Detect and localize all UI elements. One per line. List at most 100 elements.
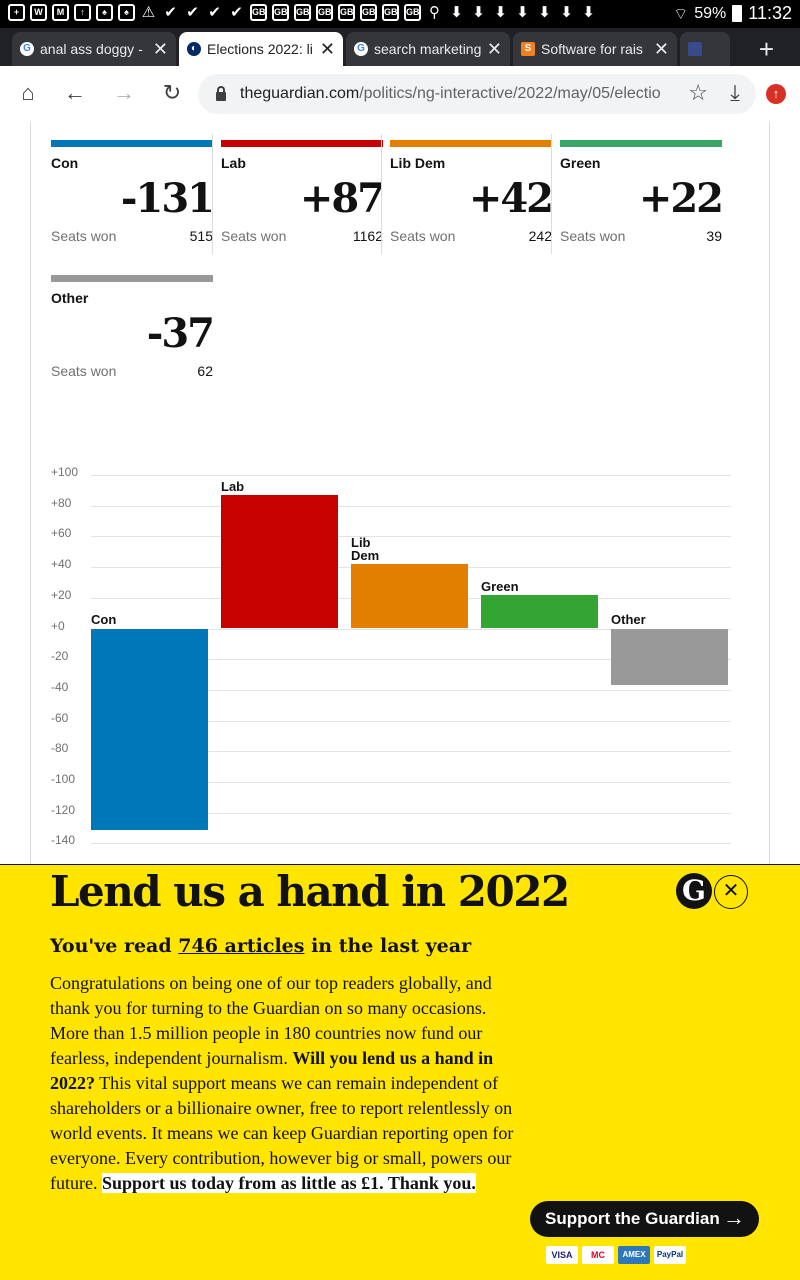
support-guardian-button[interactable]: Support the Guardian → xyxy=(530,1201,759,1237)
party-card-green: Green +22 Seats won 39 xyxy=(560,140,724,272)
body-bold: Will you lend us a hand in 2022? xyxy=(50,1048,494,1093)
y-tick-label: -40 xyxy=(51,679,69,694)
notification-icon: ♠ xyxy=(118,4,135,21)
body-text-1: Congratulations on being one of our top … xyxy=(50,973,492,1068)
seats-value: 515 xyxy=(189,228,213,244)
party-color-bar xyxy=(390,140,552,147)
battery-icon xyxy=(732,5,743,22)
seats-value: 1162 xyxy=(352,228,383,244)
url-domain: theguardian.com xyxy=(240,85,360,102)
bookmark-star-icon[interactable]: ☆ xyxy=(688,80,708,105)
update-icon[interactable]: ↑ xyxy=(766,84,786,104)
y-tick-label: -140 xyxy=(51,833,76,848)
notification-icons: + W M ↑ ♠ ♠ ⚠ ✔ ✔ ✔ ✔ GB GB GB GB GB GB GB GB ⚲ ⬇ ⬇ ⬇ ⬇ ⬇ ⬇ ⬇ xyxy=(8,4,597,21)
browser-tab-strip: G anal ass doggy - ✕ ◐ Elections 2022: l… xyxy=(0,28,800,66)
close-banner-icon[interactable]: ✕ xyxy=(714,875,748,909)
card-divider xyxy=(212,134,213,254)
y-tick-label: +100 xyxy=(51,465,79,479)
notification-icon: GB xyxy=(360,4,377,21)
party-name: Lab xyxy=(221,155,246,171)
home-icon[interactable]: ⌂ xyxy=(21,80,35,105)
page-content: Con -131 Seats won 515 Lab +87 Seats won 1162 Li… xyxy=(30,122,770,864)
visa-logo-icon: VISA xyxy=(546,1246,578,1264)
tab-3[interactable]: G search marketing ✕ xyxy=(346,32,510,66)
y-tick-label: +80 xyxy=(51,495,72,510)
y-tick-label: -100 xyxy=(51,772,76,786)
y-tick-label: +0 xyxy=(51,618,65,633)
forward-icon[interactable]: → xyxy=(113,80,135,105)
seats-value: 62 xyxy=(197,363,213,379)
notification-icon: ✔ xyxy=(230,4,243,21)
y-tick-label: +40 xyxy=(51,557,72,572)
tab-title: Elections 2022: li xyxy=(207,41,313,57)
seats-label: Seats won xyxy=(560,228,626,244)
close-tab-icon[interactable]: ✕ xyxy=(486,38,502,59)
payment-logos: VISA MC AMEX PayPal xyxy=(546,1246,686,1264)
back-icon[interactable]: ← xyxy=(64,80,86,105)
notification-icon: GB xyxy=(272,4,289,21)
party-color-bar xyxy=(51,275,213,282)
notification-icon: ✔ xyxy=(186,4,199,21)
download-icon[interactable]: ⤓ xyxy=(730,80,740,105)
y-tick-label: -80 xyxy=(51,741,69,756)
seats-label: Seats won xyxy=(51,363,117,379)
article-count-link[interactable]: 746 articles xyxy=(178,935,305,957)
notification-icon: GB xyxy=(250,4,267,21)
bar-label: Lib Dem xyxy=(351,535,380,564)
bar-label: Con xyxy=(91,611,117,627)
seat-change: +42 xyxy=(468,175,554,222)
tab-5[interactable] xyxy=(680,32,730,66)
guardian-logo-icon: G xyxy=(676,873,712,909)
seat-change: +87 xyxy=(299,175,385,222)
y-tick-label: -20 xyxy=(51,649,69,664)
status-right: ⌔ 59% 11:32 xyxy=(673,3,792,24)
party-color-bar xyxy=(221,140,383,147)
tab-title: search marketing xyxy=(374,41,481,57)
grid-line xyxy=(91,536,731,538)
lock-icon xyxy=(216,85,226,101)
wifi-icon: ⌔ xyxy=(673,5,689,23)
bar-other xyxy=(611,628,728,686)
notification-icon: ⬇ xyxy=(516,4,529,21)
seat-change: +22 xyxy=(638,175,724,222)
tab-4[interactable]: S Software for rais ✕ xyxy=(513,32,677,66)
y-tick-label: +20 xyxy=(51,587,72,602)
notification-icon: GB xyxy=(382,4,399,21)
body-text-2: This vital support means we can remain i… xyxy=(50,1073,514,1193)
notification-icon: ⚲ xyxy=(429,4,440,21)
close-tab-icon[interactable]: ✕ xyxy=(319,38,335,59)
notification-icon: ⬇ xyxy=(494,4,507,21)
new-tab-icon[interactable]: + xyxy=(758,34,774,64)
reload-icon[interactable]: ↻ xyxy=(162,80,182,105)
bar-label: Other xyxy=(611,611,646,627)
grid-line xyxy=(91,475,731,476)
clock: 11:32 xyxy=(748,3,792,23)
grid-line xyxy=(91,843,731,845)
notification-icon: GB xyxy=(316,4,333,21)
url-text: theguardian.com/politics/ng-interactive/… xyxy=(240,85,680,103)
support-banner: Lend us a hand in 2022 G ✕ You've read 7… xyxy=(0,864,800,1280)
tab-title: Software for rais xyxy=(541,41,643,57)
url-field[interactable]: theguardian.com/politics/ng-interactive/… xyxy=(198,74,756,114)
banner-subheading: You've read 746 articles in the last yea… xyxy=(50,935,471,957)
party-card-con: Con -131 Seats won 515 xyxy=(51,140,215,272)
software-favicon-icon: S xyxy=(521,42,535,56)
google-favicon-icon: G xyxy=(354,42,368,56)
party-color-bar xyxy=(51,140,213,147)
notification-icon: W xyxy=(30,4,47,21)
y-tick-label: +60 xyxy=(51,526,72,541)
banner-headline: Lend us a hand in 2022 xyxy=(50,867,570,916)
seat-change-chart: +100 +80 +60 +40 +20 +0 -20 -40 -60 -80 -100 -120 -1… xyxy=(31,452,771,852)
sub-suffix: in the last year xyxy=(304,935,472,957)
seats-label: Seats won xyxy=(390,228,456,244)
close-tab-icon[interactable]: ✕ xyxy=(653,38,669,59)
seats-label: Seats won xyxy=(221,228,287,244)
party-card-lib-dem: Lib Dem +42 Seats won 242 xyxy=(390,140,554,272)
notification-icon: ⬇ xyxy=(538,4,551,21)
grid-line xyxy=(91,812,731,814)
close-tab-icon[interactable]: ✕ xyxy=(152,38,168,59)
notification-icon: ⚠ xyxy=(141,4,156,21)
tab-2-active[interactable]: ◐ Elections 2022: li ✕ xyxy=(179,32,343,66)
grid-line xyxy=(91,689,731,691)
tab-1[interactable]: G anal ass doggy - ✕ xyxy=(12,32,176,66)
